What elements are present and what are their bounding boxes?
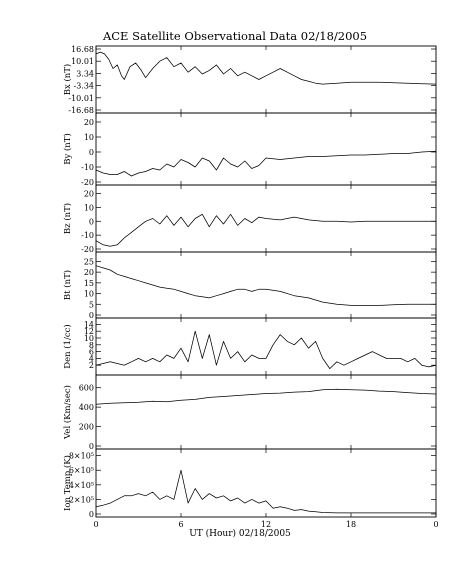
panel-frame bbox=[95, 112, 437, 186]
y-tick-label: -3.34 bbox=[73, 82, 94, 91]
y-axis-label: Bt (nT) bbox=[62, 270, 73, 300]
x-tick-label: 0 bbox=[433, 520, 438, 529]
y-tick-label: 10 bbox=[84, 203, 94, 212]
y-tick-label: -10 bbox=[81, 231, 94, 240]
y-tick-label: 5 bbox=[89, 300, 94, 309]
x-tick-label: 0 bbox=[93, 520, 98, 529]
y-tick-label: 10 bbox=[84, 334, 94, 343]
series-line bbox=[95, 213, 436, 247]
y-tick-label: 25 bbox=[84, 257, 94, 266]
panel-1: 16.68 10.01 3.34 -3.34 -10.01 -16.68 Bx (nT) bbox=[62, 45, 437, 115]
y-tick-label: -16.68 bbox=[68, 106, 94, 115]
y-axis-label: Bz (nT) bbox=[62, 203, 73, 234]
y-tick-label: 400 bbox=[79, 403, 94, 412]
y-tick-label: 0 bbox=[89, 311, 94, 320]
y-tick-label: 6 bbox=[89, 348, 94, 357]
y-axis-label: Bx (nT) bbox=[62, 64, 73, 96]
y-tick-label: 20 bbox=[84, 118, 94, 127]
panel-4: 25 20 15 105 0 Bt (nT) bbox=[62, 251, 437, 320]
series-line bbox=[95, 469, 436, 514]
y-tick-label: 0 bbox=[89, 510, 94, 519]
y-tick-label: -10 bbox=[81, 163, 94, 172]
y-tick-label: -20 bbox=[81, 178, 94, 187]
panel-2: 20 10 0 -10 -20 By (nT) bbox=[62, 112, 437, 187]
y-tick-label: -10.01 bbox=[68, 94, 94, 103]
y-tick-label: 16.68 bbox=[71, 45, 94, 54]
panel-frame bbox=[95, 374, 437, 450]
chart-title: ACE Satellite Observational Data 02/18/2… bbox=[102, 29, 367, 43]
y-tick-label: 8×10⁵ bbox=[69, 452, 94, 461]
y-tick-label: 4×10⁵ bbox=[69, 481, 94, 490]
series-line bbox=[95, 388, 437, 405]
y-tick-label: 0 bbox=[89, 442, 94, 451]
series-line bbox=[95, 150, 437, 177]
panel-frame bbox=[95, 317, 437, 376]
y-tick-label: 20 bbox=[84, 268, 94, 277]
series-line bbox=[95, 51, 437, 85]
y-tick-label: 14 bbox=[84, 320, 94, 329]
y-tick-label: 15 bbox=[84, 279, 94, 288]
panel-frame bbox=[95, 448, 437, 518]
y-tick-label: 2×10⁵ bbox=[69, 495, 94, 504]
y-axis-label: Den (1/cc) bbox=[62, 324, 73, 368]
y-tick-label: 4 bbox=[89, 354, 94, 363]
y-tick-label: 8 bbox=[89, 341, 94, 350]
y-tick-label: 12 bbox=[84, 327, 94, 336]
x-axis-label: UT (Hour) 02/18/2005 bbox=[189, 528, 291, 539]
panel-frame bbox=[95, 45, 437, 114]
x-tick-label: 12 bbox=[261, 520, 271, 529]
x-tick-label: 18 bbox=[346, 520, 356, 529]
y-axis-label: By (nT) bbox=[62, 133, 73, 165]
panel-6: 600 400 200 0 Vel (Km/sec) bbox=[62, 374, 437, 451]
y-tick-label: 10 bbox=[84, 290, 94, 299]
y-tick-label: 600 bbox=[79, 384, 94, 393]
y-tick-label: 20 bbox=[84, 190, 94, 199]
y-tick-label: 3.34 bbox=[76, 69, 94, 78]
y-tick-label: 2 bbox=[89, 361, 94, 370]
y-tick-label: 6×10⁵ bbox=[69, 466, 94, 475]
y-tick-label: 200 bbox=[79, 423, 94, 432]
series-line bbox=[95, 330, 437, 369]
panel-frame bbox=[95, 251, 437, 319]
x-axis-tick-labels: 0 6 12 18 0 bbox=[93, 520, 438, 529]
y-tick-label: 0 bbox=[89, 217, 94, 226]
x-tick-label: 6 bbox=[178, 520, 183, 529]
y-axis-label: Ion Temp (K) bbox=[62, 455, 73, 511]
panel-7: 8×10⁵ 6×10⁵ 4×10⁵ 2×10⁵ 0 Ion Temp (K) bbox=[62, 448, 437, 519]
panel-3: 20 10 0 -10 -20 Bz (nT) bbox=[62, 184, 437, 254]
series-line bbox=[95, 265, 436, 306]
y-tick-label: 10.01 bbox=[71, 57, 94, 66]
y-tick-label: 10 bbox=[84, 133, 94, 142]
y-tick-label: 0 bbox=[89, 148, 94, 157]
y-tick-label: -20 bbox=[81, 245, 94, 254]
y-axis-label: Vel (Km/sec) bbox=[62, 385, 73, 440]
